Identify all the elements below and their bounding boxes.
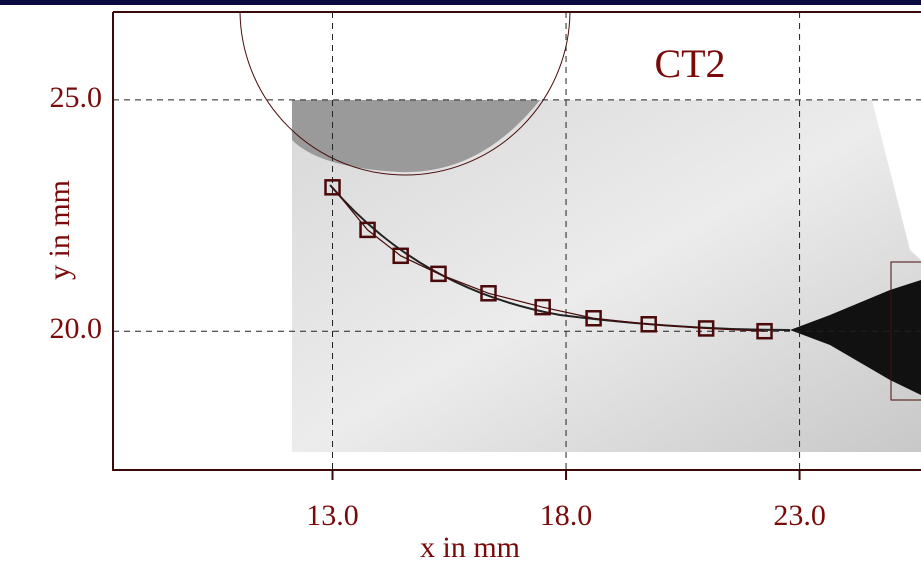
y-tick-label: 25.0 — [50, 81, 103, 114]
photo-layer — [240, 0, 921, 452]
x-tick-label: 13.0 — [306, 499, 359, 532]
x-axis-label: x in mm — [420, 531, 520, 564]
y-axis-label: y in mm — [43, 180, 76, 280]
x-tick-label: 23.0 — [773, 499, 826, 532]
chart: CT2 x in mm y in mm 13.0 18.0 23.0 20.0 25.0 — [0, 0, 921, 566]
chart-title: CT2 — [654, 41, 725, 86]
y-tick-label: 20.0 — [50, 312, 103, 345]
top-band — [0, 0, 921, 5]
page: {"chart_data": {"type": "line", "title":… — [0, 0, 921, 566]
x-tick-label: 18.0 — [540, 499, 593, 532]
